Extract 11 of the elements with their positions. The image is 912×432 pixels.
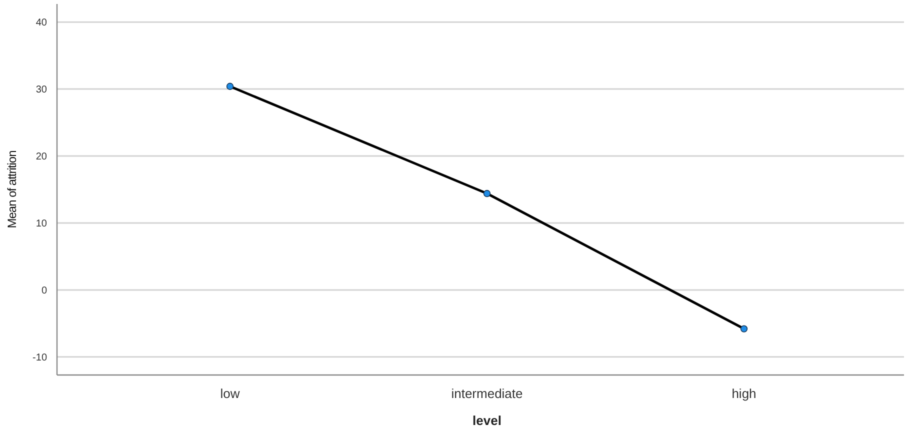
x-tick-label: intermediate	[451, 386, 523, 401]
y-tick-label: 0	[41, 285, 48, 296]
x-tick-label: low	[220, 386, 240, 401]
y-tick-label: -10	[32, 352, 48, 364]
y-tick-label: 40	[36, 18, 48, 29]
y-tick-label: 30	[36, 84, 48, 96]
y-tick-label: 10	[36, 218, 48, 230]
y-axis-title: Mean of attrition	[5, 150, 19, 228]
x-tick-label: high	[732, 386, 756, 401]
y-tick-label: 20	[36, 152, 48, 163]
x-axis-title: level	[472, 413, 502, 428]
